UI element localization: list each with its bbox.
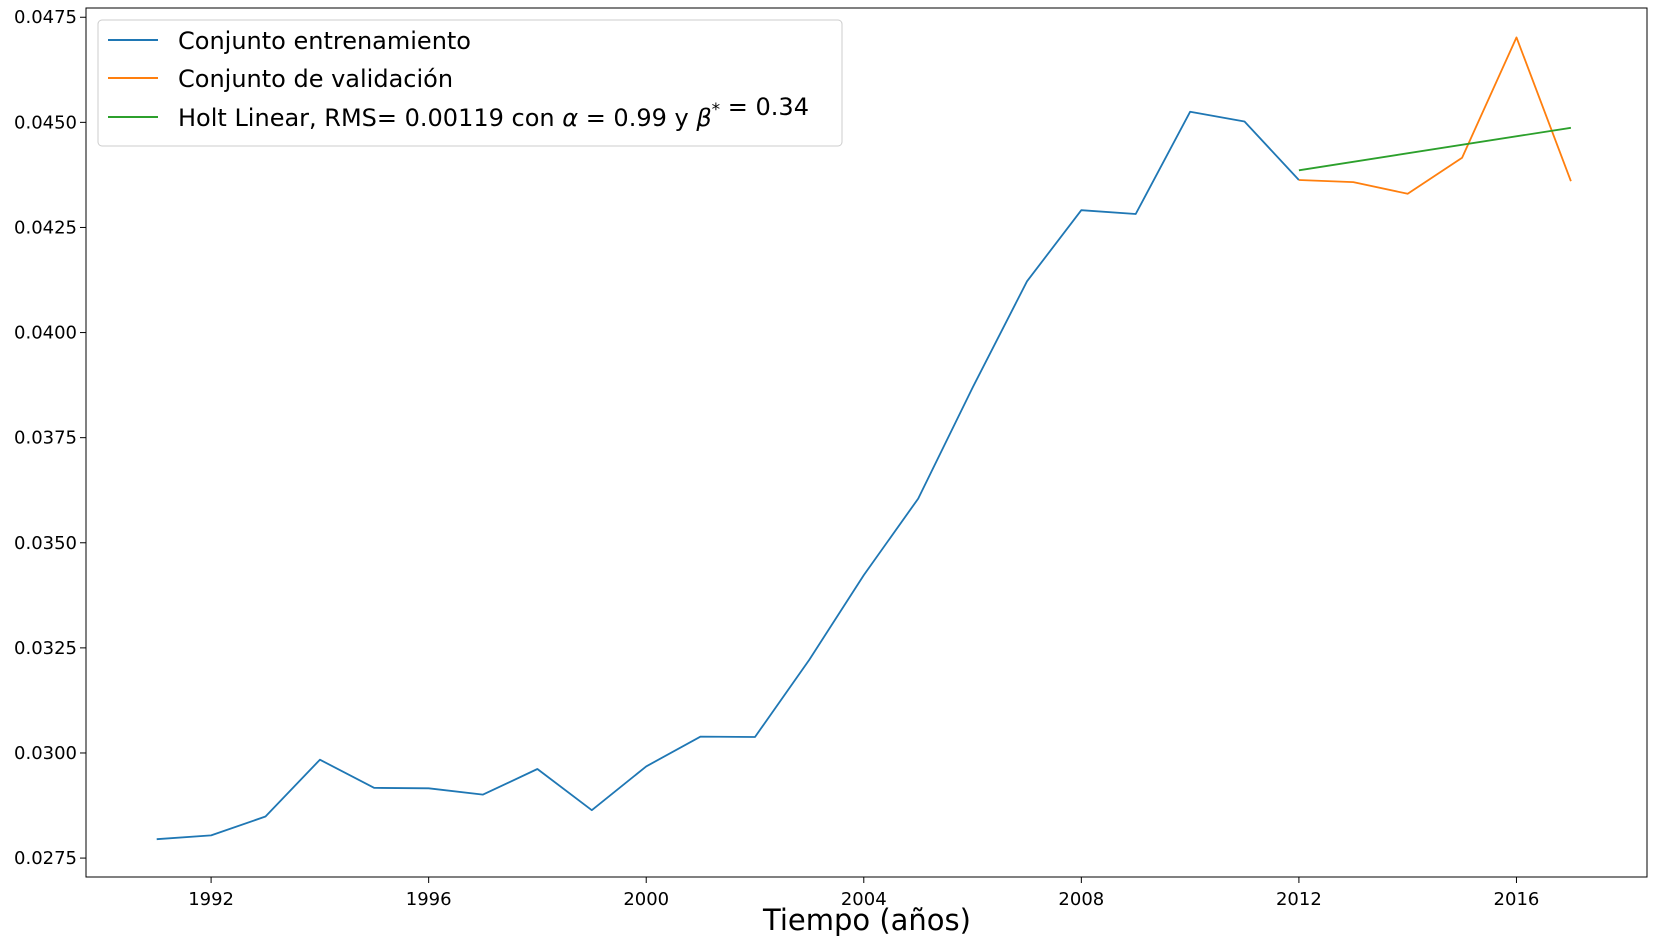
axes-frame bbox=[85, 7, 1648, 878]
x-tick-label: 2004 bbox=[841, 889, 887, 910]
legend-label: Conjunto de validación bbox=[178, 65, 453, 93]
axes: 1992 1996 2000 2004 2008 2012 2016 0.0275 0.0300… bbox=[14, 7, 1648, 910]
legend-box bbox=[97, 19, 843, 147]
x-tick-label: 2000 bbox=[623, 889, 669, 910]
y-tick-label: 0.0350 bbox=[14, 533, 77, 554]
y-tick-label: 0.0275 bbox=[14, 848, 77, 869]
y-tick-label: 0.0325 bbox=[14, 638, 77, 659]
legend-label: Conjunto entrenamiento bbox=[178, 27, 471, 55]
x-tick-label: 2008 bbox=[1058, 889, 1104, 910]
plot-area bbox=[156, 36, 1572, 841]
y-tick-label: 0.0400 bbox=[14, 323, 77, 344]
y-tick-label: 0.0475 bbox=[14, 7, 77, 28]
x-tick-label: 2012 bbox=[1276, 889, 1322, 910]
series-line-0 bbox=[156, 110, 1300, 841]
series-line-2 bbox=[1298, 126, 1572, 172]
y-tick-label: 0.0375 bbox=[14, 428, 77, 449]
legend: Conjunto entrenamiento Conjunto de valida… bbox=[97, 19, 843, 147]
x-tick-label: 1996 bbox=[406, 889, 452, 910]
x-axis-label: Tiempo (años) bbox=[762, 903, 971, 937]
y-tick-label: 0.0300 bbox=[14, 743, 77, 764]
y-tick-label: 0.0425 bbox=[14, 217, 77, 238]
x-tick-label: 2016 bbox=[1494, 889, 1540, 910]
legend-label: Holt Linear, RMS= 0.00119 con α = 0.99 y… bbox=[178, 93, 809, 132]
series-line-1 bbox=[1298, 36, 1572, 195]
x-tick-label: 1992 bbox=[188, 889, 234, 910]
y-tick-label: 0.0450 bbox=[14, 112, 77, 133]
